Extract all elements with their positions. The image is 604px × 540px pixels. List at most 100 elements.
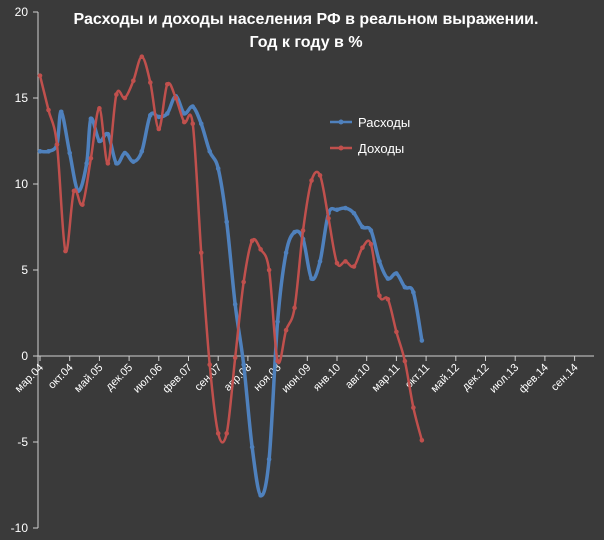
data-point-expenses <box>122 150 128 156</box>
data-point-incomes <box>88 155 94 161</box>
x-tick-label: дек.12 <box>460 362 492 394</box>
data-point-incomes <box>181 119 187 125</box>
data-point-expenses <box>114 161 119 166</box>
x-tick-label: мар.11 <box>370 362 403 395</box>
data-point-incomes <box>419 437 425 443</box>
legend-item-expenses: Расходы <box>330 115 410 130</box>
data-point-expenses <box>385 276 391 281</box>
data-point-incomes <box>122 95 128 101</box>
data-point-expenses <box>249 444 255 450</box>
data-point-incomes <box>317 173 323 178</box>
x-tick-label: янв.10 <box>311 362 343 394</box>
x-tick-label: ноя.08 <box>252 362 284 394</box>
series-incomes <box>37 54 425 444</box>
data-point-expenses <box>258 493 263 498</box>
data-point-incomes <box>71 188 77 194</box>
data-point-incomes <box>190 121 196 127</box>
chart-subtitle: Год к году в % <box>249 34 362 51</box>
x-tick-label: мар.04 <box>13 362 46 395</box>
data-point-incomes <box>63 248 68 254</box>
data-point-expenses <box>105 131 111 137</box>
y-tick-label: 20 <box>15 5 29 19</box>
data-point-expenses <box>394 271 399 276</box>
data-point-incomes <box>326 216 331 221</box>
data-point-incomes <box>215 431 221 436</box>
data-point-expenses <box>343 205 348 211</box>
y-tick-label: 15 <box>15 91 29 105</box>
x-tick-label: фев.14 <box>517 362 551 396</box>
data-point-expenses <box>334 207 340 213</box>
data-point-incomes <box>114 92 119 97</box>
data-point-expenses <box>67 150 72 156</box>
legend-label: Расходы <box>358 115 410 130</box>
data-point-expenses <box>164 111 170 116</box>
legend-marker <box>338 119 344 125</box>
series-group <box>37 54 425 498</box>
x-tick-label: июл.13 <box>487 362 521 396</box>
legend-marker <box>338 145 344 151</box>
data-point-incomes <box>360 245 365 250</box>
data-point-incomes <box>224 431 229 436</box>
data-point-expenses <box>181 111 187 116</box>
data-point-incomes <box>46 107 51 113</box>
data-point-incomes <box>198 250 204 256</box>
x-tick-label: июл.06 <box>131 362 165 396</box>
x-tick-label: май.12 <box>429 362 462 395</box>
data-point-incomes <box>97 106 102 111</box>
data-point-incomes <box>283 327 289 333</box>
data-point-incomes <box>249 238 255 244</box>
data-point-incomes <box>411 405 416 410</box>
series-line-expenses <box>38 94 424 498</box>
y-tick-label: -10 <box>11 521 29 535</box>
legend-item-incomes: Доходы <box>330 141 404 156</box>
data-point-incomes <box>377 293 382 299</box>
data-point-incomes <box>300 228 306 233</box>
data-point-expenses <box>46 149 51 154</box>
data-point-expenses <box>317 259 323 264</box>
data-point-expenses <box>224 219 229 225</box>
data-point-expenses <box>215 166 221 171</box>
y-tick-label: -5 <box>17 435 28 449</box>
data-point-expenses <box>402 284 408 290</box>
data-point-incomes <box>105 161 111 166</box>
data-point-incomes <box>351 264 357 269</box>
chart-title: Расходы и доходы населения РФ в реальном… <box>74 11 539 28</box>
data-point-expenses <box>88 116 94 121</box>
data-point-incomes <box>80 202 85 207</box>
data-point-expenses <box>198 121 204 127</box>
data-point-incomes <box>173 95 179 101</box>
data-point-expenses <box>148 112 153 118</box>
data-point-incomes <box>343 259 348 264</box>
x-tick-label: авг.10 <box>343 362 373 392</box>
x-tick-label: апр.08 <box>222 362 254 394</box>
data-point-incomes <box>164 81 170 87</box>
legend: Расходы Доходы <box>330 115 410 156</box>
data-point-expenses <box>232 302 238 307</box>
y-tick-label: 10 <box>15 177 29 191</box>
data-point-expenses <box>275 319 280 324</box>
data-point-expenses <box>241 362 246 367</box>
data-point-expenses <box>207 149 213 154</box>
data-point-incomes <box>292 305 297 311</box>
data-point-incomes <box>241 279 246 285</box>
legend-label: Доходы <box>358 141 404 156</box>
data-point-incomes <box>232 355 238 361</box>
data-point-expenses <box>97 138 102 144</box>
data-point-expenses <box>190 104 196 109</box>
data-point-expenses <box>84 161 89 166</box>
data-point-incomes <box>131 78 136 84</box>
data-point-incomes <box>309 178 314 183</box>
data-point-incomes <box>368 241 374 247</box>
series-expenses <box>37 93 425 498</box>
x-tick-label: сен.14 <box>549 362 581 394</box>
data-point-incomes <box>258 247 263 252</box>
data-point-expenses <box>368 228 374 233</box>
data-point-incomes <box>148 80 153 85</box>
data-point-incomes <box>275 358 280 364</box>
data-point-incomes <box>207 362 213 367</box>
data-point-expenses <box>266 456 272 462</box>
data-point-expenses <box>139 149 145 154</box>
data-point-incomes <box>394 329 399 335</box>
